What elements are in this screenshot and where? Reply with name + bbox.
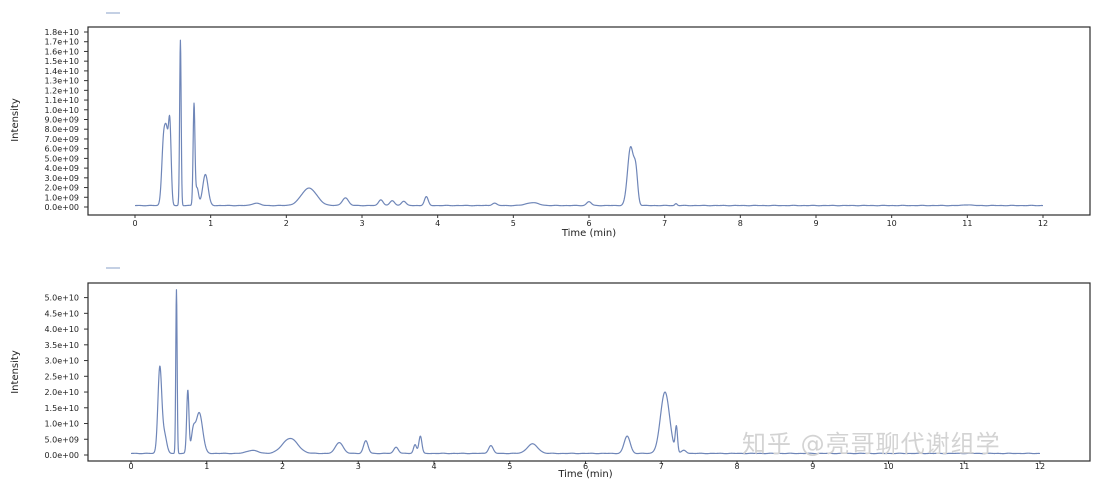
x-tick-label: 11 [962,219,972,228]
chromatogram-trace [130,289,1041,455]
x-tick-label: 5 [507,462,512,471]
x-axis-title: Time (min) [557,469,612,480]
x-tick-label: 1 [208,219,213,228]
x-tick-label: 4 [435,219,440,228]
x-tick-label: 5 [511,219,516,228]
x-tick-label: 12 [1035,462,1045,471]
x-tick-label: 7 [662,219,667,228]
y-tick-label: 1.3e+10 [44,77,79,86]
y-axis-title: Intensity [10,350,21,394]
y-tick-label: 3.0e+09 [44,174,79,183]
y-tick-label: 2.5e+10 [44,372,79,381]
y-tick-label: 1.0e+09 [44,193,79,202]
y-tick-label: 5.0e+10 [44,294,79,303]
watermark: 知乎 @亮哥聊代谢组学 [742,430,1001,458]
y-tick-label: 1.0e+10 [44,106,79,115]
y-tick-label: 8.0e+09 [44,125,79,134]
y-tick-label: 4.5e+10 [44,309,79,318]
chart-panel-2: 0.0e+00 5.0e+09 1.0e+10 1.5e+10 2.0e+10 2.5e+… [10,267,1091,480]
y-tick-label: 9.0e+09 [44,116,79,125]
y-tick-label: 7.0e+09 [44,135,79,144]
y-tick-label: 1.2e+10 [44,86,79,95]
y-tick-label: 1.0e+10 [44,420,79,429]
x-tick-label: 0 [132,219,137,228]
y-tick-label: 1.5e+10 [44,404,79,413]
x-tick-label: 2 [280,462,285,471]
x-tick-label: 3 [356,462,361,471]
x-tick-label: 9 [813,219,818,228]
y-tick-label: 3.0e+10 [44,357,79,366]
y-tick-label: 4.0e+09 [44,164,79,173]
y-tick-label: 1.8e+10 [44,28,79,37]
y-tick-label: 1.4e+10 [44,67,79,76]
x-tick-label: 7 [659,462,664,471]
chromatogram-trace [134,39,1044,207]
y-axis-title: Intensity [10,98,21,142]
x-tick-label: 9 [810,462,815,471]
y-tick-label: 5.0e+09 [44,435,79,444]
x-tick-label: 12 [1038,219,1048,228]
y-tick-label: 1.6e+10 [44,47,79,56]
y-tick-label: 5.0e+09 [44,154,79,163]
x-tick-label: 10 [883,462,893,471]
x-tick-label: 8 [738,219,743,228]
plot-frame [87,282,1091,462]
plot-frame [87,26,1091,216]
x-tick-label: 6 [583,462,588,471]
y-tick-label: 2.0e+10 [44,388,79,397]
chart-panel-1: 0.0e+001.0e+092.0e+093.0e+094.0e+095.0e+… [10,12,1091,239]
x-tick-label: 11 [959,462,969,471]
x-tick-label: 3 [359,219,364,228]
x-tick-label: 0 [128,462,133,471]
y-tick-label: 1.5e+10 [44,57,79,66]
y-tick-label: 0.0e+00 [44,203,79,212]
x-tick-label: 1 [204,462,209,471]
x-axis-title: Time (min) [561,228,616,239]
x-tick-label: 4 [431,462,436,471]
x-tick-label: 2 [284,219,289,228]
x-tick-label: 6 [586,219,591,228]
y-tick-label: 4.0e+10 [44,325,79,334]
y-tick-label: 1.1e+10 [44,96,79,105]
y-tick-label: 6.0e+09 [44,145,79,154]
y-tick-label: 1.7e+10 [44,38,79,47]
x-tick-label: 10 [887,219,897,228]
y-tick-label: 2.0e+09 [44,184,79,193]
x-tick-label: 8 [734,462,739,471]
y-tick-label: 3.5e+10 [44,341,79,350]
y-tick-label: 0.0e+00 [44,451,79,460]
